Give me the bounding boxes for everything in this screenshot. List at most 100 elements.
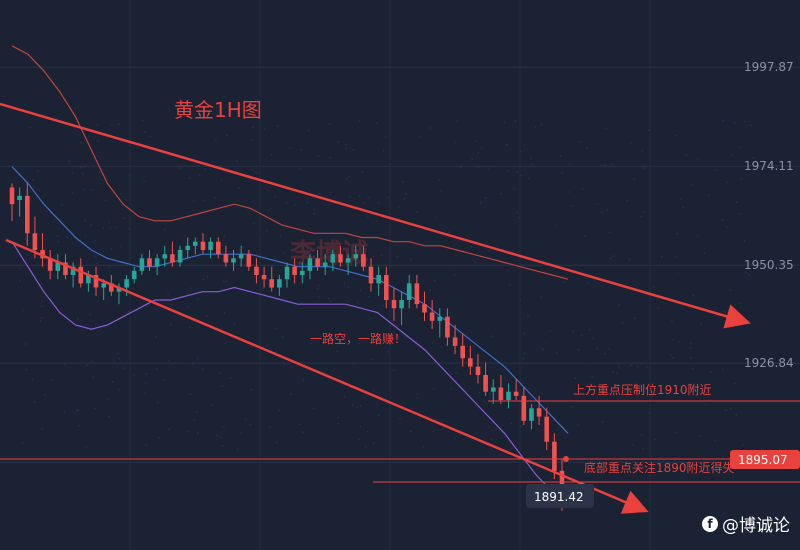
candle-body	[506, 391, 511, 400]
map-dot	[725, 226, 728, 229]
map-dot	[203, 168, 206, 171]
map-dot	[678, 340, 680, 343]
map-dot	[372, 389, 375, 392]
map-dot	[71, 192, 74, 195]
map-dot	[454, 141, 457, 144]
map-dot	[416, 397, 418, 400]
map-dot	[189, 326, 192, 329]
candle-body	[307, 258, 313, 271]
map-dot	[621, 321, 624, 324]
map-dot	[474, 139, 477, 142]
map-dot	[37, 170, 39, 172]
map-dot	[367, 215, 369, 218]
map-dot	[616, 372, 618, 375]
map-dot	[339, 340, 341, 343]
map-dot	[359, 425, 362, 428]
map-dot	[290, 393, 292, 395]
map-dot	[110, 247, 113, 250]
candle-body	[322, 262, 328, 267]
candle-body	[414, 283, 420, 305]
y-tick-label: 1950.35	[744, 258, 794, 272]
map-dot	[534, 126, 537, 128]
map-dot	[84, 219, 87, 222]
map-dot	[675, 431, 678, 434]
map-dot	[353, 362, 355, 365]
map-dot	[416, 393, 419, 395]
map-dot	[455, 372, 458, 374]
map-dot	[189, 393, 192, 395]
map-dot	[223, 312, 226, 315]
candle-body	[223, 254, 229, 263]
map-dot	[348, 175, 351, 178]
map-dot	[186, 305, 189, 308]
map-dot	[561, 172, 564, 174]
map-dot	[680, 306, 683, 309]
map-dot	[40, 305, 43, 307]
map-dot	[235, 159, 238, 162]
map-dot	[83, 165, 86, 168]
map-dot	[691, 367, 694, 370]
map-dot	[92, 376, 95, 378]
map-dot	[94, 255, 97, 257]
map-dot	[51, 378, 53, 381]
map-dot	[229, 376, 232, 379]
map-dot	[611, 163, 613, 166]
candle-body	[376, 275, 381, 284]
candle-body	[361, 254, 366, 267]
map-dot	[643, 211, 646, 214]
map-dot	[66, 236, 69, 239]
map-dot	[735, 413, 738, 416]
map-dot	[661, 255, 663, 258]
map-dot	[527, 315, 529, 318]
map-dot	[162, 379, 165, 382]
candle-body	[391, 300, 397, 309]
lower-band-line	[11, 241, 569, 505]
map-dot	[485, 197, 487, 200]
map-dot	[527, 177, 530, 180]
map-dot	[363, 202, 365, 204]
map-dot	[519, 150, 522, 153]
map-dot	[591, 337, 594, 339]
map-dot	[509, 283, 511, 286]
map-dot	[375, 122, 378, 124]
map-dot	[317, 296, 320, 299]
map-dot	[652, 285, 655, 288]
map-dot	[443, 313, 445, 316]
map-dot	[555, 352, 558, 354]
map-dot	[617, 363, 620, 365]
map-dot	[546, 406, 549, 409]
map-dot	[519, 298, 522, 301]
map-dot	[477, 166, 480, 168]
map-dot	[345, 147, 348, 150]
map-dot	[540, 296, 543, 298]
map-dot	[487, 167, 489, 170]
candle-body	[269, 279, 274, 288]
map-dot	[664, 390, 667, 393]
candlesticks	[9, 183, 565, 511]
map-dot	[252, 222, 255, 225]
map-dot	[577, 348, 580, 351]
map-dot	[302, 378, 304, 381]
map-dot	[298, 423, 301, 426]
candle-body	[231, 258, 236, 263]
map-dot	[459, 166, 462, 169]
map-dot	[337, 141, 340, 144]
map-dot	[571, 205, 574, 208]
map-dot	[348, 195, 351, 198]
map-dot	[448, 231, 450, 234]
map-dot	[743, 120, 746, 123]
map-dot	[725, 409, 727, 411]
candle-body	[109, 283, 114, 292]
map-dot	[692, 294, 695, 297]
map-dot	[344, 144, 347, 146]
map-dot	[94, 407, 96, 410]
map-dot	[752, 260, 755, 262]
map-dot	[158, 437, 161, 439]
map-dot	[316, 287, 319, 290]
map-dot	[56, 235, 59, 238]
map-dot	[111, 380, 114, 383]
map-dot	[591, 375, 594, 378]
map-dot	[506, 143, 509, 146]
map-dot	[274, 195, 277, 198]
map-dot	[167, 293, 170, 295]
